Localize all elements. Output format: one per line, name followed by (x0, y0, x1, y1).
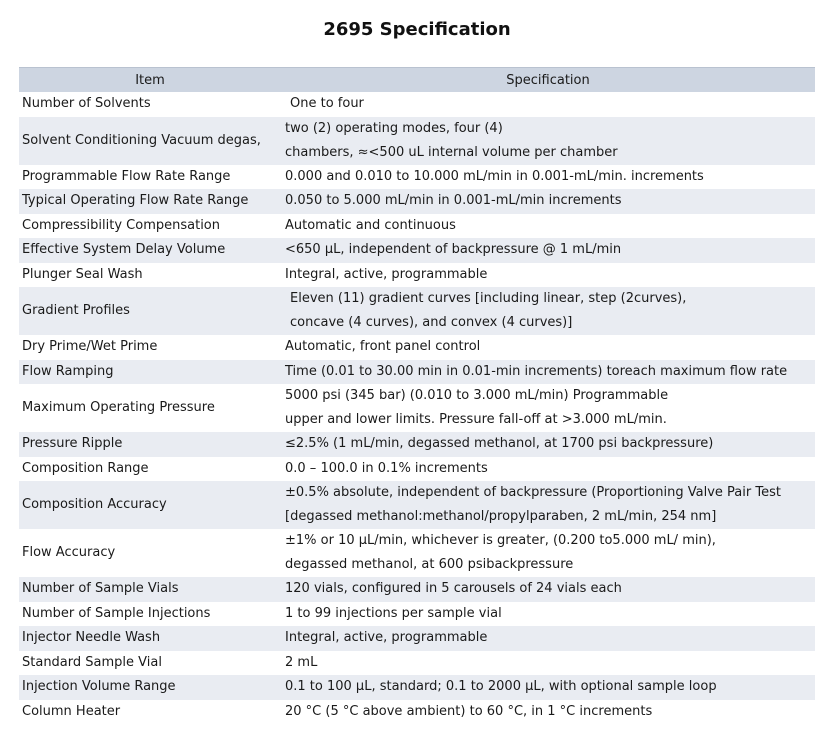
row-item: Plunger Seal Wash (22, 266, 143, 282)
specification-line: Eleven (11) gradient curves [including l… (290, 291, 687, 306)
specification-line: Integral, active, programmable (285, 630, 488, 646)
specification-line: upper and lower limits. Pressure fall-of… (285, 412, 667, 427)
page-title: 2695 Specification (323, 19, 511, 40)
row-specification: 2 mL (281, 651, 815, 676)
row-item: Flow Ramping (19, 359, 281, 384)
specification-line: Automatic, front panel control (285, 339, 481, 355)
row-item: Composition Accuracy (19, 481, 281, 529)
row-specification: Integral, active, programmable (281, 626, 815, 651)
table-row: Dry Prime/Wet Prime Automatic, front pane… (19, 335, 815, 360)
specification-line: 2 mL (285, 654, 318, 670)
table-row: Flow Ramping Time (0.01 to 30.00 min in 0… (19, 359, 815, 384)
header-item: Item (19, 67, 281, 92)
specification-line: Time (0.01 to 30.00 min in 0.01-min incr… (285, 363, 788, 379)
row-specification: 1 to 99 injections per sample vial (281, 602, 815, 627)
table-row: Plunger Seal Wash Integral, active, progr… (19, 263, 815, 288)
table-row: Maximum Operating Pressure 5000 psi (345 … (19, 384, 815, 432)
row-specification: Automatic, front panel control (281, 335, 815, 360)
table-row: Programmable Flow Rate Range 0.000 and 0.… (19, 165, 815, 190)
table-row: Typical Operating Flow Rate Range 0.050 t… (19, 189, 815, 214)
row-specification: 0.0 – 100.0 in 0.1% increments (281, 457, 815, 482)
row-specification: ±1% or 10 μL/min, whichever is greater, … (281, 529, 815, 577)
table-row: Pressure Ripple ≤2.5% (1 mL/min, degassed… (19, 432, 815, 457)
header-specification: Specification (281, 67, 815, 92)
specification-line: 0.050 to 5.000 mL/min in 0.001-mL/min in… (285, 193, 622, 209)
row-item: Maximum Operating Pressure (22, 400, 215, 415)
specification-line: Integral, active, programmable (285, 266, 488, 282)
row-item: Number of Solvents (22, 96, 151, 112)
row-specification: 120 vials, configured in 5 carousels of … (281, 577, 815, 602)
row-item: Typical Operating Flow Rate Range (19, 189, 281, 214)
specification-line: <650 μL, independent of backpressure @ 1… (285, 242, 622, 258)
specification-line: concave (4 curves), and convex (4 curves… (290, 315, 573, 330)
specification-line: 1 to 99 injections per sample vial (285, 605, 502, 621)
row-specification: two (2) operating modes, four (4) chamber… (281, 116, 815, 165)
row-item: Injection Volume Range (19, 675, 281, 700)
row-item: Dry Prime/Wet Prime (22, 339, 158, 355)
specification-line: 0.0 – 100.0 in 0.1% increments (285, 460, 488, 476)
row-item: Gradient Profiles (19, 287, 281, 335)
row-specification: ≤2.5% (1 mL/min, degassed methanol, at 1… (281, 432, 815, 457)
row-specification: Eleven (11) gradient curves [including l… (281, 287, 815, 335)
table-row: Effective System Delay Volume <650 μL, in… (19, 238, 815, 263)
table-row: Gradient Profiles Eleven (11) gradient cu… (19, 287, 815, 335)
row-item: Flow Accuracy (22, 545, 116, 560)
table-row: Number of Sample Injections 1 to 99 injec… (19, 602, 815, 627)
row-item: Pressure Ripple (19, 432, 281, 457)
specification-line: 0.1 to 100 μL, standard; 0.1 to 2000 μL,… (285, 679, 717, 695)
row-specification: 5000 psi (345 bar) (0.010 to 3.000 mL/mi… (281, 384, 815, 432)
table-row: Composition Accuracy ±0.5% absolute, inde… (19, 481, 815, 529)
specification-line: One to four (290, 96, 364, 112)
row-item: Column Heater (22, 703, 121, 719)
table-header-row: Item Specification (19, 67, 815, 92)
specification-line: degassed methanol, at 600 psibackpressur… (285, 557, 574, 572)
table-row: Solvent Conditioning Vacuum degas, two (2… (19, 116, 815, 165)
table-row: Injection Volume Range 0.1 to 100 μL, sta… (19, 675, 815, 700)
specification-line: Automatic and continuous (285, 217, 456, 233)
row-specification: <650 μL, independent of backpressure @ 1… (281, 238, 815, 263)
row-specification: 20 °C (5 °C above ambient) to 60 °C, in … (281, 700, 815, 725)
specification-line: 120 vials, configured in 5 carousels of … (285, 581, 622, 597)
table-body: Number of Solvents One to four Solvent Con… (19, 92, 815, 724)
row-specification: 0.1 to 100 μL, standard; 0.1 to 2000 μL,… (281, 675, 815, 700)
table-row: Compressibility Compensation Automatic an… (19, 214, 815, 239)
row-item: Compressibility Compensation (22, 217, 220, 233)
specification-line: [degassed methanol:methanol/propylparabe… (285, 509, 717, 524)
specification-line: ±0.5% absolute, independent of backpress… (285, 485, 781, 500)
specification-line: ≤2.5% (1 mL/min, degassed methanol, at 1… (285, 436, 714, 452)
row-specification: One to four (281, 92, 815, 117)
specification-line: two (2) operating modes, four (4) (285, 120, 503, 136)
row-specification: 0.050 to 5.000 mL/min in 0.001-mL/min in… (281, 189, 815, 214)
table-row: Number of Solvents One to four (19, 92, 815, 117)
row-specification: Integral, active, programmable (281, 263, 815, 288)
row-item: Programmable Flow Rate Range (22, 168, 231, 184)
table-row: Flow Accuracy ±1% or 10 μL/min, whichever… (19, 529, 815, 577)
row-specification: ±0.5% absolute, independent of backpress… (281, 481, 815, 529)
row-item: Number of Sample Vials (19, 577, 281, 602)
row-item: Effective System Delay Volume (19, 238, 281, 263)
spec-table: Item Specification Number of Solvents One… (19, 67, 815, 724)
specification-line: ±1% or 10 μL/min, whichever is greater, … (285, 533, 716, 548)
row-item: Standard Sample Vial (22, 654, 162, 670)
table-row: Column Heater 20 °C (5 °C above ambient) … (19, 700, 815, 725)
specification-line: 20 °C (5 °C above ambient) to 60 °C, in … (285, 703, 653, 719)
table-row: Standard Sample Vial 2 mL (19, 651, 815, 676)
row-item: Solvent Conditioning Vacuum degas, (19, 116, 281, 165)
row-item: Number of Sample Injections (22, 605, 211, 621)
table-row: Number of Sample Vials 120 vials, configu… (19, 577, 815, 602)
row-specification: Automatic and continuous (281, 214, 815, 239)
row-item: Injector Needle Wash (19, 626, 281, 651)
table-row: Injector Needle Wash Integral, active, pr… (19, 626, 815, 651)
row-specification: Time (0.01 to 30.00 min in 0.01-min incr… (281, 359, 815, 384)
specification-line: 0.000 and 0.010 to 10.000 mL/min in 0.00… (285, 168, 704, 184)
row-specification: 0.000 and 0.010 to 10.000 mL/min in 0.00… (281, 165, 815, 190)
row-item: Composition Range (22, 460, 149, 476)
table-row: Composition Range 0.0 – 100.0 in 0.1% inc… (19, 457, 815, 482)
specification-line: chambers, ≈<500 uL internal volume per c… (285, 144, 618, 160)
specification-line: 5000 psi (345 bar) (0.010 to 3.000 mL/mi… (285, 388, 669, 403)
